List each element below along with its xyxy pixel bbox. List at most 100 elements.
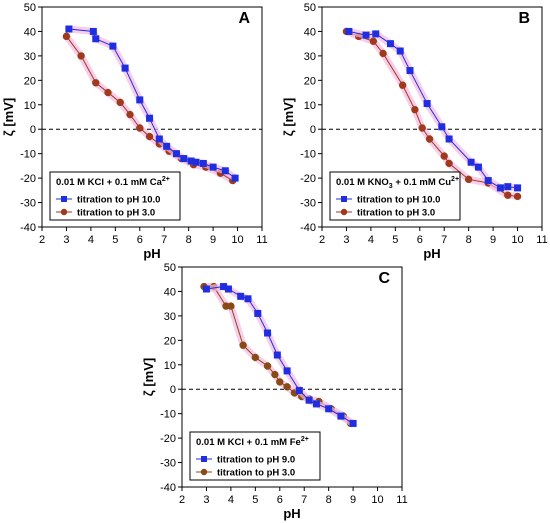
y-tick-label: -40: [20, 222, 36, 234]
legend: 0.01 M KCl + 0.1 mM Fe2+ titration to pH …: [189, 431, 321, 481]
data-point-square: [484, 177, 492, 185]
legend-entry: titration to pH 9.0: [217, 455, 295, 466]
data-point-square: [244, 295, 252, 303]
data-point-circle: [116, 98, 124, 107]
plot-frame: [321, 6, 543, 228]
legend-entry: titration to pH 3.0: [217, 468, 295, 479]
legend-title: 0.01 M KNO3 + 0.1 mM Cu2+: [336, 176, 459, 190]
x-tick-label: 4: [368, 234, 374, 246]
data-point-square: [467, 158, 475, 166]
data-point-square: [345, 27, 353, 35]
data-point-square: [386, 40, 394, 48]
data-point-circle: [513, 192, 522, 201]
series-circle: [62, 32, 237, 185]
y-tick-label: 40: [304, 26, 316, 38]
legend-entry: titration to pH 10.0: [357, 195, 440, 206]
legend-marker-square: [341, 196, 347, 202]
data-point-square: [92, 35, 100, 43]
data-point-square: [305, 396, 313, 404]
y-tick-label: 20: [304, 75, 316, 87]
data-point-circle: [263, 362, 272, 370]
y-tick-label: -20: [300, 173, 316, 185]
data-point-circle: [411, 105, 419, 114]
data-point-circle: [445, 159, 453, 168]
x-tick-label: 9: [350, 494, 356, 506]
data-point-circle: [145, 132, 154, 141]
x-tick-label: 4: [88, 234, 94, 246]
legend: 0.01 M KNO3 + 0.1 mM Cu2+ titration to pH…: [329, 171, 461, 221]
x-tick-label: 10: [231, 234, 243, 246]
legend-title: 0.01 M KCl + 0.1 mM Fe2+: [196, 436, 309, 448]
y-tick-label: -30: [20, 198, 36, 210]
data-point-square: [406, 67, 414, 75]
data-point-square: [180, 155, 188, 163]
y-tick-label: -40: [160, 482, 176, 494]
y-axis-title: ζ [mV]: [1, 98, 16, 137]
x-tick-label: 3: [203, 494, 209, 506]
data-point-circle: [504, 191, 512, 199]
data-point-square: [312, 400, 320, 408]
x-tick-label: 11: [396, 494, 407, 506]
x-tick-label: 7: [441, 234, 447, 246]
y-tick-label: -30: [300, 198, 316, 210]
series-line: [68, 28, 236, 179]
y-tick-label: 50: [304, 2, 316, 14]
legend-title: 0.01 M KCl + 0.1 mM Ca2+: [56, 176, 170, 188]
data-point-square: [283, 367, 291, 375]
x-tick-label: 9: [490, 234, 496, 246]
data-point-square: [136, 96, 144, 104]
y-tick-label: 30: [164, 311, 176, 323]
data-point-circle: [379, 49, 387, 58]
y-tick-label: 10: [164, 360, 176, 372]
data-point-square: [423, 100, 431, 108]
y-tick-label: -10: [300, 149, 316, 161]
data-point-square: [209, 163, 217, 171]
chart-panel-a: 2 3 4 5 6 7 8 9 10 11 -40 -30 -20 -10 0 10 20 30 40 50 pH ζ […: [1, 2, 268, 261]
data-point-square: [325, 405, 333, 413]
data-point-square: [231, 174, 239, 182]
data-point-square: [199, 159, 207, 167]
x-tick-label: 7: [301, 494, 307, 506]
panel-label: B: [518, 10, 530, 27]
data-point-square: [362, 31, 370, 39]
data-point-circle: [369, 37, 378, 45]
x-tick-label: 6: [277, 494, 283, 506]
legend-marker-square: [201, 456, 207, 462]
data-point-square: [372, 30, 380, 38]
y-tick-label: -30: [160, 458, 176, 470]
data-point-square: [224, 285, 232, 293]
legend-entry: titration to pH 10.0: [77, 195, 160, 206]
x-tick-label: 3: [343, 234, 349, 246]
data-point-circle: [92, 79, 100, 87]
data-point-square: [295, 386, 303, 394]
data-point-circle: [77, 52, 85, 60]
x-tick-label: 7: [161, 234, 167, 246]
data-point-circle: [418, 124, 426, 132]
data-point-circle: [104, 88, 112, 97]
y-tick-label: 40: [164, 286, 176, 298]
series-square: [202, 283, 357, 427]
data-point-circle: [464, 175, 473, 184]
series-square: [345, 27, 522, 192]
legend-marker-circle: [60, 208, 68, 216]
y-axis-title: ζ [mV]: [281, 98, 296, 137]
x-tick-label: 4: [228, 494, 234, 506]
legend-marker-circle: [200, 468, 208, 476]
data-point-square: [504, 183, 512, 191]
x-tick-label: 6: [137, 234, 143, 246]
x-axis-title: pH: [143, 246, 160, 261]
data-point-square: [445, 135, 453, 143]
panel-label: A: [238, 10, 250, 27]
y-tick-label: 30: [304, 51, 316, 63]
y-tick-label: 50: [164, 262, 176, 274]
legend-entry: titration to pH 3.0: [77, 208, 155, 219]
series-square: [65, 25, 239, 182]
chart-panel-c: 2 3 4 5 6 7 8 9 10 11 -40 -30 -20 -10 0 10 20 30 40 50 pH ζ […: [141, 262, 408, 521]
data-point-square: [396, 47, 404, 55]
series-error-band: [62, 32, 237, 185]
y-tick-label: 20: [24, 75, 36, 87]
data-point-square: [273, 351, 281, 359]
x-tick-label: 10: [511, 234, 523, 246]
data-point-circle: [126, 110, 134, 119]
